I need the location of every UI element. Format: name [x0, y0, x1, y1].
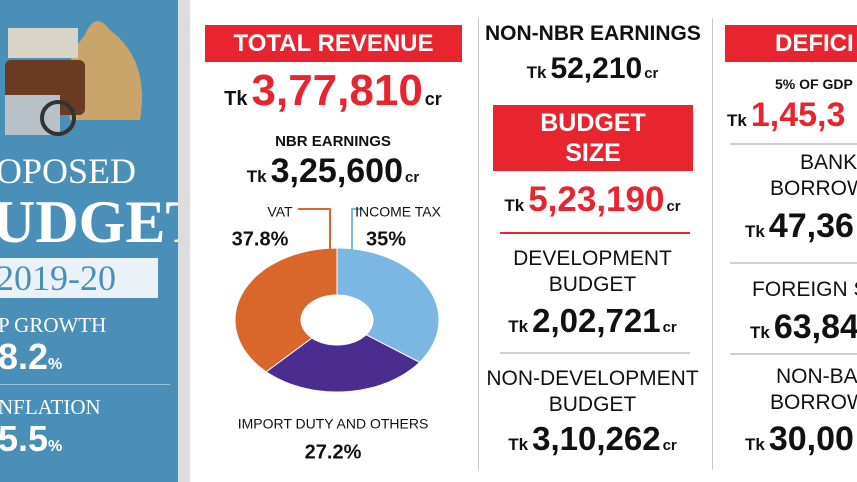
sub-header: 5% OF GDP O — [775, 76, 857, 92]
header-line: NON-DEVELOPMENT — [486, 367, 699, 390]
section-header: DEFICI — [725, 25, 857, 62]
divider — [730, 143, 857, 145]
currency: Tk — [745, 222, 765, 241]
sub-header: NON-BAN BORROWIN — [770, 364, 857, 416]
stat-number: 5.5 — [0, 418, 49, 459]
header-line: BANK — [800, 151, 857, 174]
calculator — [5, 95, 60, 135]
section-header: BUDGET SIZE — [493, 105, 693, 171]
amount: Tk 5,23,190 cr — [485, 180, 700, 220]
sidebar: OPOSED UDGET 2019-20 P GROWTH 8.2% NFLAT… — [0, 0, 178, 482]
currency: Tk — [745, 435, 765, 454]
divider — [730, 353, 857, 355]
banknotes — [8, 28, 78, 58]
unit: cr — [405, 169, 420, 186]
amount-value: 1,45,3 — [750, 96, 846, 134]
header-line: BUDGET — [548, 273, 637, 296]
amount-value: 3,77,810 — [251, 66, 423, 115]
sub-header: NBR EARNINGS — [275, 133, 391, 150]
slice-label: INCOME TAX — [355, 204, 441, 220]
amount-value: 2,02,721 — [532, 302, 661, 339]
slice-value: 37.8% — [232, 228, 289, 250]
leader-line — [351, 208, 362, 253]
amount: Tk 52,210 cr — [485, 52, 700, 86]
column-divider — [478, 18, 479, 470]
magnifier — [40, 100, 76, 136]
unit: cr — [666, 198, 681, 215]
header-line: BORROWIN — [770, 177, 857, 200]
header-line: BUDGET — [540, 109, 646, 137]
column-divider — [712, 18, 713, 470]
sub-header: NON-DEVELOPMENT BUDGET — [485, 366, 700, 418]
header-line: NON-BAN — [776, 365, 857, 388]
stat-label: P GROWTH — [0, 313, 107, 337]
header-line: DEVELOPMENT — [513, 247, 672, 270]
header-line: BORROWIN — [770, 391, 857, 414]
amount: Tk 3,25,600 cr — [200, 152, 466, 191]
amount: Tk 1,45,3 — [727, 96, 845, 135]
currency: Tk — [727, 111, 747, 130]
unit: cr — [662, 437, 677, 454]
section-header: TOTAL REVENUE — [205, 25, 462, 62]
amount-value: 3,25,600 — [270, 152, 403, 190]
currency: Tk — [246, 167, 267, 186]
amount-value: 52,210 — [550, 52, 643, 85]
divider — [0, 384, 170, 385]
donut-slice — [265, 334, 421, 393]
sidebar-title: OPOSED — [0, 151, 137, 191]
unit: cr — [424, 89, 442, 109]
amount: Tk 63,84 — [750, 308, 857, 347]
leader-line — [298, 208, 331, 253]
slice-label: IMPORT DUTY AND OTHERS — [238, 416, 429, 432]
currency: Tk — [508, 317, 529, 336]
stat-value: 5.5% — [0, 418, 62, 460]
sidebar-title: UDGET — [0, 189, 178, 255]
sub-header: FOREIGN SOU — [752, 278, 857, 301]
currency: Tk — [224, 88, 248, 110]
amount: Tk 30,00 — [745, 420, 854, 459]
currency: Tk — [526, 63, 547, 82]
slice-label: VAT — [267, 204, 293, 220]
sub-header: BANK BORROWIN — [770, 150, 857, 202]
year-box: 2019-20 — [0, 258, 158, 298]
divider — [500, 352, 690, 354]
money-illustration — [5, 21, 142, 136]
amount-value: 30,00 — [768, 420, 854, 458]
amount-value: 47,36 — [768, 207, 854, 245]
sub-header: DEVELOPMENT BUDGET — [485, 246, 700, 298]
divider — [730, 262, 857, 264]
header-line: SIZE — [565, 139, 621, 167]
divider — [500, 232, 690, 234]
stat-value: 8.2% — [0, 336, 62, 378]
amount: Tk 3,77,810 cr — [200, 66, 466, 116]
unit: cr — [662, 319, 677, 336]
amount-value: 63,84 — [773, 308, 857, 346]
currency: Tk — [504, 196, 525, 215]
stat-unit: % — [48, 438, 63, 455]
stat-number: 8.2 — [0, 336, 49, 377]
amount: Tk 2,02,721 cr — [485, 302, 700, 340]
donut-chart: VAT 37.8% INCOME TAX 35% IMPORT DUTY AND OTH… — [232, 204, 442, 464]
year: 2019-20 — [0, 258, 116, 298]
amount: Tk 3,10,262 cr — [485, 420, 700, 458]
amount: Tk 47,36 — [745, 207, 854, 246]
header-line: BUDGET — [548, 393, 637, 416]
money-bag — [67, 21, 142, 120]
amount-value: 3,10,262 — [532, 420, 661, 457]
stat-label: NFLATION — [0, 395, 101, 419]
stat-unit: % — [48, 356, 63, 373]
amount-value: 5,23,190 — [528, 180, 665, 219]
slice-value: 35% — [366, 228, 406, 250]
separator-strip — [178, 0, 190, 482]
unit: cr — [644, 65, 659, 82]
slice-value: 27.2% — [305, 441, 362, 463]
sub-header: NON-NBR EARNINGS — [485, 22, 701, 45]
currency: Tk — [750, 323, 770, 342]
currency: Tk — [508, 435, 529, 454]
